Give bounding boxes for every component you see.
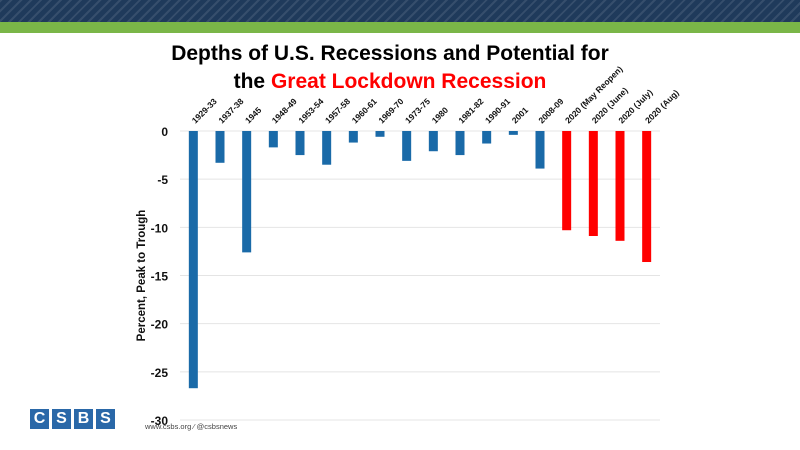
x-tick-label: 1953-54 bbox=[296, 96, 325, 125]
bar bbox=[642, 131, 652, 263]
x-tick-label: 1981-82 bbox=[456, 96, 485, 125]
header-band bbox=[0, 0, 800, 22]
bar bbox=[562, 131, 572, 231]
bar bbox=[295, 131, 305, 156]
footer-text: www.csbs.org ⁄ @csbsnews bbox=[145, 422, 238, 431]
logo-letter: S bbox=[96, 409, 115, 429]
x-tick-label: 2008-09 bbox=[536, 96, 565, 125]
bar bbox=[588, 131, 598, 237]
logo-letter: B bbox=[74, 409, 93, 429]
chart-title: Depths of U.S. Recessions and Potential … bbox=[110, 40, 670, 96]
bar bbox=[508, 131, 518, 135]
chart-title-prefix: the bbox=[233, 70, 271, 93]
logo-letter: S bbox=[52, 409, 71, 429]
x-tick-label: 1973-75 bbox=[403, 96, 432, 125]
x-tick-label: 1990-91 bbox=[483, 96, 512, 125]
y-tick-label: 0 bbox=[161, 125, 168, 139]
bar bbox=[428, 131, 438, 152]
y-axis-label: Percent, Peak to Trough bbox=[136, 210, 148, 342]
csbs-logo: C S B S bbox=[30, 409, 115, 429]
bar bbox=[535, 131, 545, 169]
x-tick-label: 1937-38 bbox=[216, 96, 245, 125]
x-tick-label: 1929-33 bbox=[190, 96, 219, 125]
y-tick-label: -30 bbox=[151, 414, 169, 428]
x-tick-label: 1969-70 bbox=[376, 96, 405, 125]
bar bbox=[348, 131, 358, 143]
logo-letter: C bbox=[30, 409, 49, 429]
bar bbox=[268, 131, 278, 148]
x-tick-label: 1945 bbox=[243, 105, 264, 126]
x-tick-label: 1980 bbox=[430, 105, 451, 126]
bar bbox=[375, 131, 385, 137]
bar bbox=[322, 131, 332, 165]
y-tick-label: -10 bbox=[151, 221, 169, 235]
bar bbox=[482, 131, 492, 144]
chart-title-line1: Depths of U.S. Recessions and Potential … bbox=[171, 42, 609, 65]
bar bbox=[455, 131, 465, 156]
chart-title-line2: the Great Lockdown Recession bbox=[110, 68, 670, 96]
bar bbox=[188, 131, 198, 389]
bar bbox=[242, 131, 252, 253]
x-tick-label: 1948-49 bbox=[270, 96, 299, 125]
chart-title-highlight: Great Lockdown Recession bbox=[270, 70, 547, 93]
header-accent-band bbox=[0, 22, 800, 33]
y-tick-label: -5 bbox=[157, 173, 168, 187]
bar bbox=[215, 131, 225, 163]
y-tick-label: -15 bbox=[151, 270, 169, 284]
bar bbox=[402, 131, 412, 161]
bar bbox=[615, 131, 625, 241]
y-tick-label: -25 bbox=[151, 366, 169, 380]
x-tick-label: 1957-58 bbox=[323, 96, 352, 125]
x-tick-label: 1960-61 bbox=[350, 96, 379, 125]
x-tick-label: 2001 bbox=[510, 105, 531, 126]
y-tick-label: -20 bbox=[151, 318, 169, 332]
